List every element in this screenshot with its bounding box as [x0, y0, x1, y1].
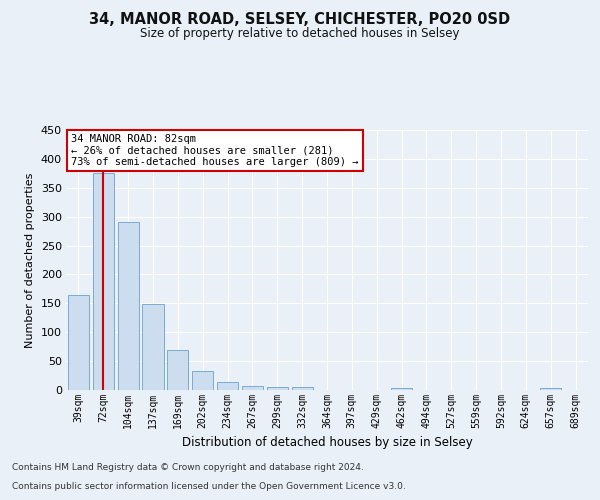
Bar — [292, 387, 313, 390]
Text: Size of property relative to detached houses in Selsey: Size of property relative to detached ho… — [140, 28, 460, 40]
Bar — [242, 386, 263, 390]
Bar — [540, 388, 561, 390]
Bar — [118, 222, 139, 390]
X-axis label: Distribution of detached houses by size in Selsey: Distribution of detached houses by size … — [182, 436, 472, 450]
Bar — [93, 174, 114, 390]
Text: 34 MANOR ROAD: 82sqm
← 26% of detached houses are smaller (281)
73% of semi-deta: 34 MANOR ROAD: 82sqm ← 26% of detached h… — [71, 134, 359, 167]
Bar — [217, 382, 238, 390]
Bar — [391, 388, 412, 390]
Text: 34, MANOR ROAD, SELSEY, CHICHESTER, PO20 0SD: 34, MANOR ROAD, SELSEY, CHICHESTER, PO20… — [89, 12, 511, 28]
Bar — [142, 304, 164, 390]
Bar — [68, 294, 89, 390]
Bar — [167, 350, 188, 390]
Bar — [192, 371, 213, 390]
Text: Contains public sector information licensed under the Open Government Licence v3: Contains public sector information licen… — [12, 482, 406, 491]
Y-axis label: Number of detached properties: Number of detached properties — [25, 172, 35, 348]
Text: Contains HM Land Registry data © Crown copyright and database right 2024.: Contains HM Land Registry data © Crown c… — [12, 464, 364, 472]
Bar — [267, 386, 288, 390]
